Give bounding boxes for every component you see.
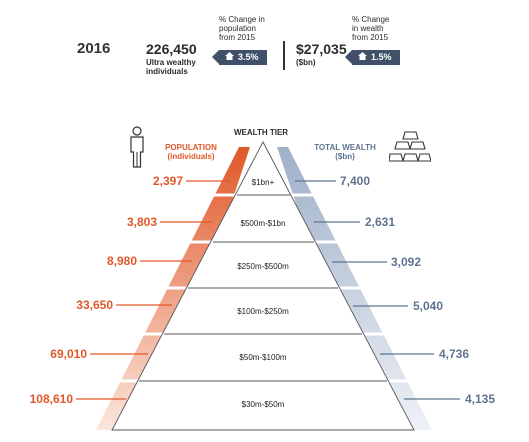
pop-change-caption-line-2: population (219, 24, 256, 33)
population-header-line-1: POPULATION (165, 143, 217, 152)
wealth-value-tier-3: 3,092 (391, 255, 422, 269)
population-value-tier-3: 8,980 (106, 254, 137, 268)
population-value-tier-1: 2,397 (152, 174, 183, 188)
gold-bars-icon (388, 130, 432, 169)
population-value-tier-2: 3,803 (126, 215, 157, 229)
tier-label-3: $250m-$500m (237, 262, 289, 271)
wealth-change-value: 1.5% (371, 52, 392, 62)
total-wealth-header-line-1: TOTAL WEALTH (314, 143, 376, 152)
wealth-change-badge: 1.5% (352, 50, 400, 65)
tier-label-1: $1bn+ (251, 178, 275, 187)
population-total: 226,450 (146, 41, 197, 57)
wealth-value-tier-5: 4,736 (439, 347, 470, 361)
pop-change-caption-line-3: from 2015 (219, 33, 256, 42)
population-leader-lines (76, 180, 230, 400)
tier-label-6: $30m-$50m (241, 400, 285, 409)
tier-label-4: $100m-$250m (237, 307, 289, 316)
tier-pyramid-outline (111, 141, 415, 431)
tier-dividers (139, 194, 387, 382)
population-header-line-2: (individuals) (167, 152, 215, 161)
tier-label-5: $50m-$100m (239, 353, 287, 362)
year-label: 2016 (77, 40, 111, 57)
wealth-value-tier-6: 4,135 (465, 392, 496, 406)
wealth-leader-lines (295, 180, 460, 400)
pop-change-badge-pointer (212, 50, 219, 64)
wealth-value-tier-1: 7,400 (340, 174, 371, 188)
house-icon (358, 50, 367, 65)
population-caption-line-1: Ultra wealthy (146, 58, 196, 67)
population-value-tier-5: 69,010 (50, 347, 87, 361)
pop-change-value: 3.5% (238, 52, 259, 62)
wealth-change-caption-line-3: from 2015 (352, 33, 389, 42)
wealth-value-tier-4: 5,040 (413, 299, 444, 313)
population-value-tier-6: 108,610 (29, 392, 73, 406)
wealth-change-caption-line-2: in wealth (352, 24, 384, 33)
pop-change-badge: 3.5% (219, 50, 267, 65)
wealth-change-badge-pointer (345, 50, 352, 64)
house-icon (225, 50, 234, 65)
person-icon (128, 126, 146, 173)
total-wealth-header-line-2: ($bn) (335, 152, 355, 161)
wealth-tier-header: WEALTH TIER (234, 128, 289, 137)
wealth-total: $27,035 (296, 41, 347, 57)
wealth-unit: ($bn) (296, 58, 316, 67)
pop-change-caption-line-1: % Change in (219, 15, 265, 24)
population-value-tier-4: 33,650 (76, 298, 113, 312)
population-header: POPULATION (individuals) (154, 143, 228, 161)
tier-label-2: $500m-$1bn (240, 219, 286, 228)
header-divider (283, 41, 285, 70)
wealth-value-tier-2: 2,631 (365, 215, 396, 229)
wealth-change-caption-line-1: % Change (352, 15, 390, 24)
population-caption-line-2: individuals (146, 67, 188, 76)
total-wealth-header: TOTAL WEALTH ($bn) (308, 143, 382, 161)
